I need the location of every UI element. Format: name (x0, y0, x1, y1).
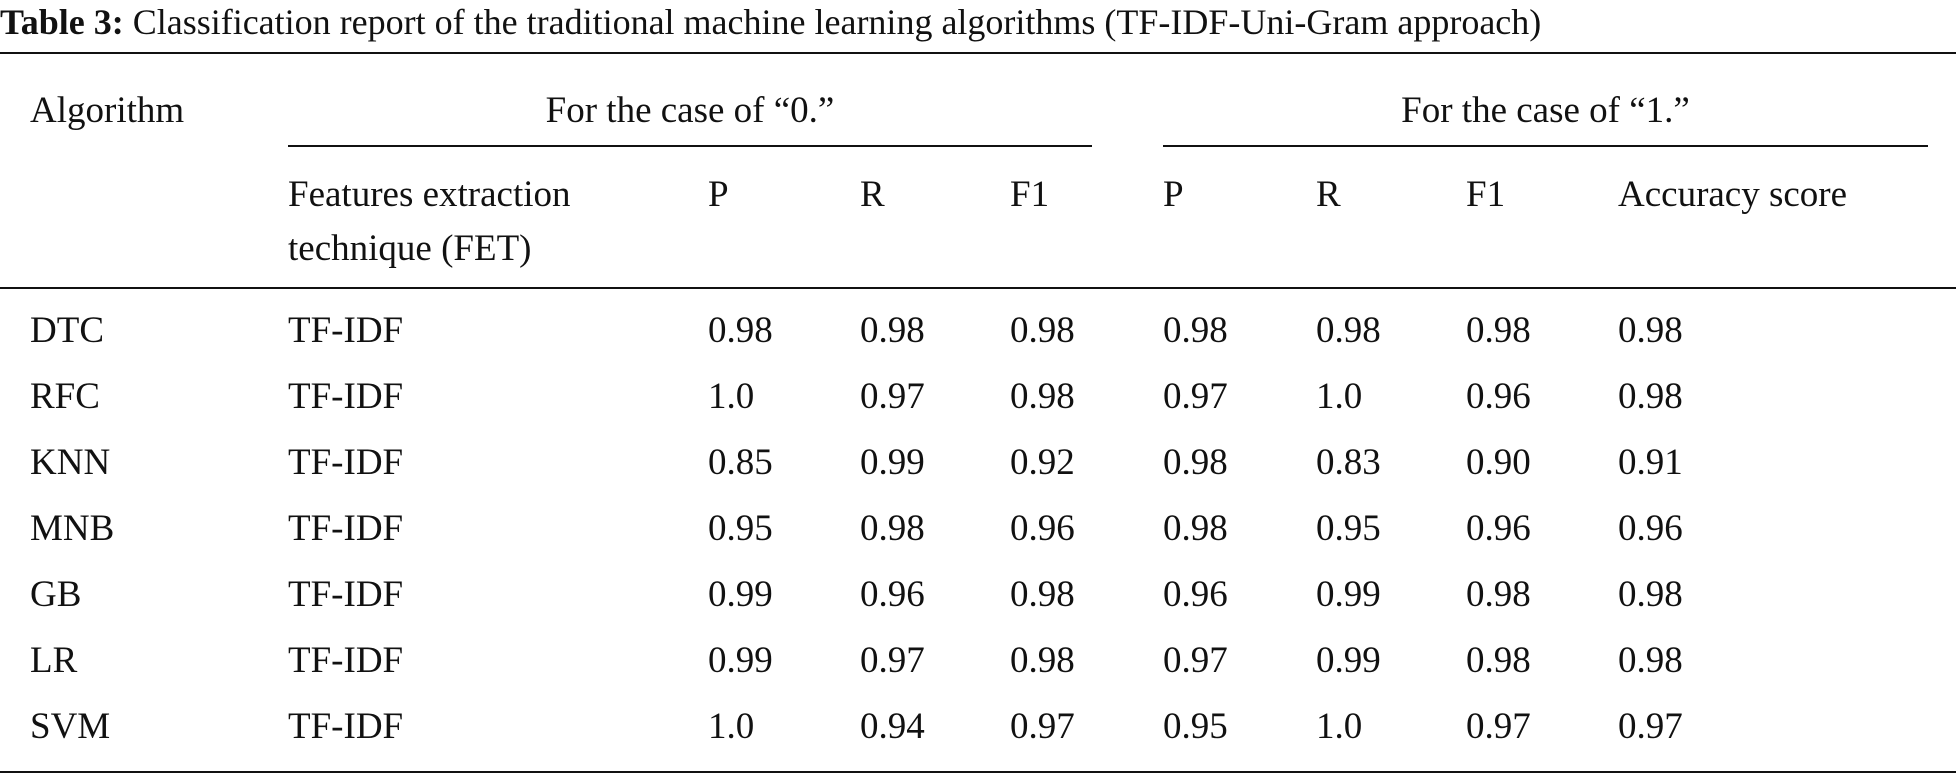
cell-f1-case-1: 0.96 (1466, 376, 1531, 417)
cell-f1-case-1: 0.98 (1466, 574, 1531, 615)
cell-r-case-1: 0.98 (1316, 310, 1381, 351)
header-fet: Features extraction technique (FET) (288, 174, 571, 269)
header-f1-case-0: F1 (1010, 174, 1050, 215)
caption-label: Table 3: (0, 2, 124, 42)
table-row: RFC TF-IDF 1.0 0.97 0.98 0.97 1.0 0.96 0… (0, 364, 1956, 430)
cell-accuracy: 0.97 (1618, 706, 1683, 747)
cell-f1-case-1: 0.90 (1466, 442, 1531, 483)
cell-p-case-1: 0.95 (1163, 706, 1228, 747)
cell-r-case-1: 1.0 (1316, 706, 1363, 747)
cell-r-case-0: 0.94 (860, 706, 925, 747)
cell-algorithm: RFC (30, 376, 100, 417)
cell-accuracy: 0.91 (1618, 442, 1683, 483)
cell-f1-case-0: 0.96 (1010, 508, 1075, 549)
table-caption: Table 3: Classification report of the tr… (0, 0, 1956, 44)
cell-accuracy: 0.98 (1618, 574, 1683, 615)
table-row: MNB TF-IDF 0.95 0.98 0.96 0.98 0.95 0.96… (0, 496, 1956, 562)
header-group-case-1: For the case of “1.” (1401, 90, 1690, 131)
cell-f1-case-1: 0.98 (1466, 640, 1531, 681)
cell-f1-case-0: 0.98 (1010, 640, 1075, 681)
caption-text: Classification report of the traditional… (132, 2, 1542, 42)
cell-algorithm: GB (30, 574, 82, 615)
cell-r-case-0: 0.97 (860, 640, 925, 681)
cell-p-case-1: 0.98 (1163, 508, 1228, 549)
cell-fet: TF-IDF (288, 310, 404, 351)
cell-fet: TF-IDF (288, 442, 404, 483)
cell-r-case-1: 0.99 (1316, 640, 1381, 681)
header-p-case-1: P (1163, 174, 1184, 215)
table-row: KNN TF-IDF 0.85 0.99 0.92 0.98 0.83 0.90… (0, 430, 1956, 496)
cell-algorithm: DTC (30, 310, 104, 351)
cell-fet: TF-IDF (288, 376, 404, 417)
cell-accuracy: 0.98 (1618, 376, 1683, 417)
cell-f1-case-0: 0.97 (1010, 706, 1075, 747)
header-bottom-rule (0, 287, 1956, 289)
cell-f1-case-0: 0.98 (1010, 376, 1075, 417)
cell-p-case-1: 0.97 (1163, 376, 1228, 417)
cell-accuracy: 0.98 (1618, 640, 1683, 681)
cell-p-case-1: 0.97 (1163, 640, 1228, 681)
cell-p-case-0: 0.95 (708, 508, 773, 549)
cell-p-case-1: 0.98 (1163, 442, 1228, 483)
cell-accuracy: 0.98 (1618, 310, 1683, 351)
cell-p-case-0: 0.99 (708, 640, 773, 681)
header-accuracy: Accuracy score (1618, 174, 1848, 215)
cell-p-case-0: 1.0 (708, 376, 755, 417)
cell-accuracy: 0.96 (1618, 508, 1683, 549)
top-rule (0, 52, 1956, 54)
cell-f1-case-0: 0.98 (1010, 574, 1075, 615)
table-row: LR TF-IDF 0.99 0.97 0.98 0.97 0.99 0.98 … (0, 628, 1956, 694)
table-row: SVM TF-IDF 1.0 0.94 0.97 0.95 1.0 0.97 0… (0, 694, 1956, 760)
cell-p-case-1: 0.96 (1163, 574, 1228, 615)
cell-p-case-0: 0.85 (708, 442, 773, 483)
cell-fet: TF-IDF (288, 508, 404, 549)
table-row: DTC TF-IDF 0.98 0.98 0.98 0.98 0.98 0.98… (0, 298, 1956, 364)
cell-r-case-1: 1.0 (1316, 376, 1363, 417)
header-group-case-0: For the case of “0.” (545, 90, 835, 131)
header-algorithm: Algorithm (30, 90, 185, 131)
cell-r-case-0: 0.98 (860, 508, 925, 549)
cell-fet: TF-IDF (288, 640, 404, 681)
cell-r-case-0: 0.97 (860, 376, 925, 417)
bottom-rule (0, 771, 1956, 773)
cell-f1-case-1: 0.96 (1466, 508, 1531, 549)
cell-algorithm: MNB (30, 508, 115, 549)
cell-fet: TF-IDF (288, 706, 404, 747)
cell-p-case-0: 0.99 (708, 574, 773, 615)
cell-p-case-0: 1.0 (708, 706, 755, 747)
cell-algorithm: KNN (30, 442, 111, 483)
cell-r-case-1: 0.99 (1316, 574, 1381, 615)
table-row: GB TF-IDF 0.99 0.96 0.98 0.96 0.99 0.98 … (0, 562, 1956, 628)
cell-r-case-0: 0.99 (860, 442, 925, 483)
header-p-case-0: P (708, 174, 729, 215)
cell-p-case-1: 0.98 (1163, 310, 1228, 351)
header-r-case-0: R (860, 174, 885, 215)
group-1-underline (1163, 145, 1928, 147)
header-f1-case-1: F1 (1466, 174, 1506, 215)
cell-algorithm: LR (30, 640, 78, 681)
cell-algorithm: SVM (30, 706, 111, 747)
cell-f1-case-1: 0.97 (1466, 706, 1531, 747)
cell-r-case-0: 0.96 (860, 574, 925, 615)
header-r-case-1: R (1316, 174, 1341, 215)
cell-r-case-1: 0.83 (1316, 442, 1381, 483)
cell-f1-case-0: 0.98 (1010, 310, 1075, 351)
group-0-underline (288, 145, 1092, 147)
cell-p-case-0: 0.98 (708, 310, 773, 351)
cell-f1-case-0: 0.92 (1010, 442, 1075, 483)
cell-fet: TF-IDF (288, 574, 404, 615)
cell-r-case-1: 0.95 (1316, 508, 1381, 549)
cell-r-case-0: 0.98 (860, 310, 925, 351)
cell-f1-case-1: 0.98 (1466, 310, 1531, 351)
